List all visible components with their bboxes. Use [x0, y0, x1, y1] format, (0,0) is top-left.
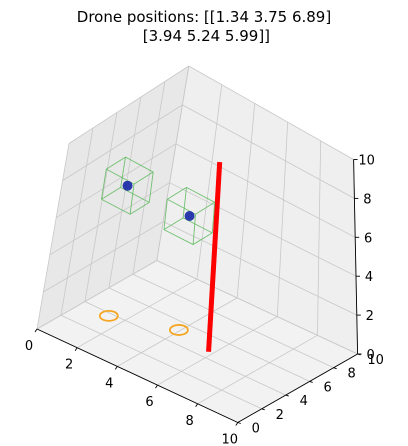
back-wall-grid-line-z-2 — [169, 182, 357, 277]
drone-box-edge-1-2 — [192, 214, 196, 245]
chart-title-line-2: [3.94 5.24 5.99]] — [137, 27, 271, 45]
y-tick-label-4: 8 — [347, 367, 355, 382]
y-tick-mark-2 — [285, 394, 289, 397]
back-wall-grid-line-z-1 — [163, 221, 357, 316]
floor-grid-line-x-2 — [117, 297, 238, 367]
left-wall-grid-line-y-5 — [156, 65, 190, 261]
y-tick-label-0: 0 — [252, 422, 260, 437]
drone-box-edge-1-11 — [186, 186, 215, 203]
x-tick-label-3: 6 — [145, 395, 153, 410]
left-wall-grid-line-z-2 — [49, 182, 170, 256]
floor-grid-line-y-4 — [132, 273, 334, 369]
x-tick-mark-2 — [114, 366, 118, 370]
y-tick-mark-3 — [309, 380, 313, 383]
back-wall-grid-line-z-4 — [182, 104, 355, 199]
left-wall-grid-line-y-4 — [132, 81, 166, 275]
y-tick-mark-0 — [237, 422, 241, 424]
y-tick-label-2: 4 — [300, 394, 308, 409]
x-tick-label-4: 8 — [185, 414, 193, 429]
z-tick-label-2: 4 — [365, 270, 373, 285]
drone-box-edge-1-1 — [182, 187, 187, 218]
left-wall-grid-line-z-5 — [68, 65, 190, 144]
chart-title: Drone positions: [[1.34 3.75 6.89] [3.94… — [0, 8, 408, 46]
back-wall-pane — [156, 66, 358, 354]
y-tick-label-3: 6 — [324, 380, 332, 395]
drone-box-edge-0-8 — [101, 198, 131, 215]
drone-box-edge-0-4 — [101, 187, 121, 200]
back-wall-grid-line-x-3 — [276, 122, 289, 317]
z-tick-label-5: 10 — [358, 154, 375, 169]
left-wall-grid-line-y-1 — [60, 127, 94, 316]
z-axis-line — [353, 159, 359, 355]
drone-box-edge-1-8 — [163, 229, 194, 245]
x-tick-label-1: 2 — [65, 358, 73, 373]
z-tick-label-4: 8 — [363, 192, 371, 207]
drone-box-edge-1-6 — [192, 232, 213, 245]
y-tick-label-5: 10 — [367, 353, 384, 368]
data-marks — [98, 156, 223, 352]
axis-lines — [36, 159, 359, 423]
x-axis-line — [36, 328, 238, 423]
drone-ground-shadow-1 — [168, 324, 189, 336]
floor-grid-line-y-5 — [156, 260, 358, 355]
x-tick-mark-5 — [235, 422, 239, 426]
drone-point-1 — [184, 211, 195, 222]
drone-box-edge-1-7 — [195, 201, 215, 215]
axis-panes — [37, 66, 358, 423]
drone-box-edge-0-5 — [106, 156, 126, 170]
y-tick-mark-1 — [261, 408, 265, 411]
floor-grid-line-x-1 — [76, 278, 198, 349]
x-tick-mark-4 — [195, 403, 199, 408]
drone-box-edge-0-6 — [129, 201, 150, 215]
left-wall-grid-line-y-2 — [84, 112, 118, 302]
z-tick-label-3: 6 — [364, 231, 372, 246]
back-wall-grid-line-x-4 — [317, 140, 322, 336]
z-tick-label-0: 0 — [366, 348, 374, 363]
floor-grid-line-y-1 — [60, 314, 262, 410]
drone-box-edge-0-7 — [133, 171, 154, 185]
drone-box-edge-0-11 — [125, 156, 154, 173]
x-tick-mark-1 — [74, 347, 78, 351]
y-tick-mark-4 — [333, 367, 337, 370]
left-wall-grid-line-z-1 — [43, 221, 164, 293]
floor-grid-line-x-3 — [157, 316, 278, 386]
x-tick-mark-3 — [155, 384, 158, 389]
back-wall-grid-line-x-2 — [236, 103, 256, 298]
left-wall-pane — [37, 66, 189, 329]
x-tick-label-5: 10 — [222, 433, 239, 446]
drone-ground-shadow-0 — [98, 309, 119, 322]
y-axis-line — [237, 353, 358, 423]
floor-grid-line-x-4 — [197, 334, 318, 405]
back-wall-grid-line-z-5 — [188, 65, 354, 160]
drone-box-edge-1-0 — [163, 199, 168, 230]
left-wall-grid-line-z-3 — [55, 143, 177, 219]
drone-box-edge-0-1 — [120, 157, 126, 188]
chart-title-line-1: Drone positions: [[1.34 3.75 6.89] — [76, 8, 332, 26]
z-tick-label-1: 2 — [366, 309, 374, 324]
drone-bounding-box-1 — [163, 186, 216, 245]
drone-box-edge-0-2 — [129, 184, 135, 215]
left-wall-grid-line-y-0 — [36, 143, 70, 330]
floor-pane — [37, 260, 358, 423]
drone-box-edge-1-5 — [167, 186, 187, 200]
left-wall-grid-line-y-3 — [108, 96, 142, 288]
drone-box-edge-0-0 — [101, 169, 107, 200]
left-wall-grid-line-z-0 — [36, 260, 157, 330]
drone-point-0 — [122, 180, 133, 191]
left-wall-grid-line-z-4 — [62, 104, 183, 181]
back-wall-grid-line-x-1 — [196, 84, 223, 280]
y-tick-label-1: 2 — [276, 408, 284, 423]
obstacle-line — [206, 161, 223, 352]
x-tick-label-0: 0 — [25, 339, 33, 354]
y-tick-mark-5 — [357, 353, 361, 356]
x-tick-label-2: 4 — [105, 376, 113, 391]
x-tick-mark-0 — [34, 328, 38, 333]
drone-box-edge-1-3 — [211, 202, 216, 233]
drone-box-edge-0-3 — [148, 171, 154, 203]
drone-box-edge-1-4 — [163, 217, 184, 230]
back-wall-grid-line-z-3 — [175, 143, 356, 238]
